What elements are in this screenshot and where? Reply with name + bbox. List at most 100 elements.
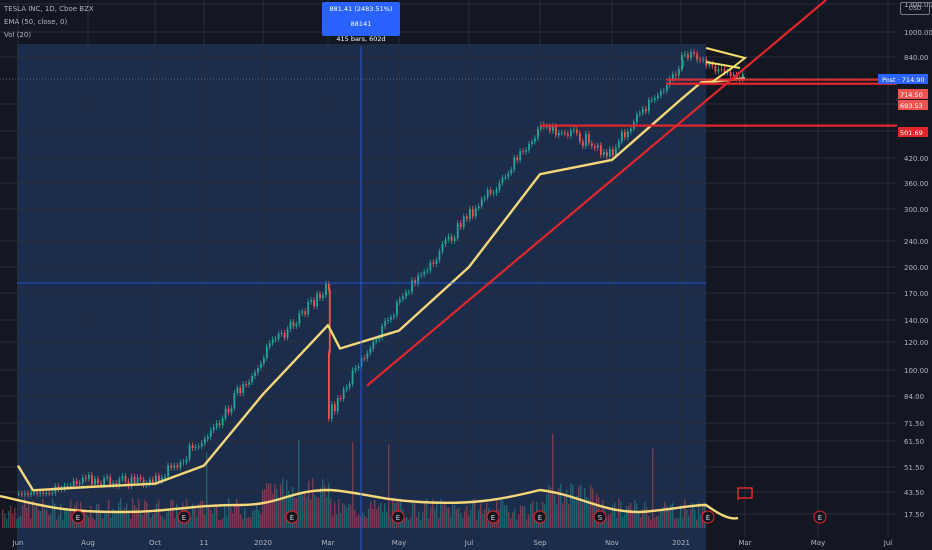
volume-bar (520, 505, 522, 528)
volume-bar (376, 509, 378, 528)
volume-bar (274, 484, 276, 528)
earnings-marker-4 (486, 510, 500, 524)
candle (33, 492, 36, 494)
volume-bar (288, 490, 290, 528)
candle (322, 294, 324, 298)
volume-bar (558, 488, 560, 528)
volume-bar (10, 505, 12, 528)
volume-bar (34, 506, 36, 528)
volume-bar (382, 512, 384, 528)
candle (585, 134, 587, 147)
volume-bar (218, 519, 220, 528)
volume-bar (112, 509, 114, 528)
candle (615, 147, 617, 156)
volume-bar (304, 491, 306, 528)
volume-bar (302, 494, 304, 528)
volume-bar (556, 503, 558, 528)
candle (708, 63, 711, 66)
volume-bar (550, 487, 552, 528)
scale-currency-button[interactable]: USD (900, 2, 930, 15)
candle (307, 301, 310, 315)
flag-icon (737, 487, 753, 500)
volume-bar (532, 500, 534, 528)
candle (328, 283, 330, 290)
candle (663, 90, 665, 92)
volume-bar (644, 501, 646, 528)
volume-bar (632, 511, 634, 528)
grid (0, 0, 897, 538)
candle (525, 150, 528, 152)
candle (245, 384, 248, 386)
candle (115, 482, 118, 486)
volume-bar (280, 484, 282, 528)
y-tick-label-9: 200.00 (904, 264, 929, 272)
volume-bar (506, 505, 508, 528)
volume-bar (126, 503, 128, 528)
candle (627, 131, 629, 138)
volume-bar (596, 492, 598, 528)
volume-bar (546, 494, 548, 528)
candle (687, 54, 689, 59)
candle (672, 74, 674, 79)
candle (399, 299, 401, 303)
volume-bar (606, 517, 608, 528)
volume-bar (40, 510, 42, 528)
volume-bar (138, 498, 140, 528)
candle (519, 151, 522, 161)
candle (480, 199, 483, 207)
volume-bar (352, 442, 354, 528)
candle (387, 319, 389, 322)
x-tick-label-8: Sep (533, 539, 547, 547)
volume-bar (452, 504, 454, 528)
volume-bar (298, 439, 300, 528)
candle (27, 493, 29, 495)
volume-bar (386, 511, 388, 528)
volume-bar (240, 514, 242, 528)
volume-bar (26, 507, 28, 528)
volume-bar (600, 519, 602, 528)
volume-bar (128, 510, 130, 528)
volume-bar (512, 512, 514, 528)
candle (354, 368, 357, 371)
volume-bar (662, 507, 664, 528)
volume-bar (52, 498, 54, 528)
candles (18, 48, 744, 498)
candle (636, 114, 638, 123)
candle (239, 387, 242, 394)
volume-bar (54, 503, 56, 528)
candle (292, 322, 295, 327)
volume-bar (654, 517, 656, 528)
volume-bar (62, 519, 64, 528)
volume-bar (680, 505, 682, 528)
volume-bar (32, 500, 34, 528)
candle (121, 476, 124, 480)
candle (588, 134, 590, 144)
volume-bar (192, 503, 194, 528)
y-tick-label-5: 420.00 (904, 155, 929, 163)
volume-bar (104, 513, 106, 528)
candle (720, 69, 723, 71)
volume-bar (494, 519, 496, 528)
candle (441, 243, 444, 252)
candle (313, 299, 316, 307)
candle (69, 485, 72, 487)
candle (176, 465, 179, 468)
volume-bar (322, 479, 324, 528)
candle (408, 292, 410, 294)
volume-bar (388, 444, 390, 528)
candle (155, 475, 157, 483)
volume-bar (110, 517, 112, 528)
volume-bar (610, 513, 612, 528)
earnings-marker-6 (593, 510, 607, 524)
candle (51, 492, 54, 494)
volume-bar (476, 519, 478, 528)
volume-bar (28, 502, 30, 528)
candle (333, 404, 336, 412)
candle (251, 376, 253, 382)
candle (369, 348, 372, 354)
candle (681, 54, 683, 61)
volume-bar (162, 517, 164, 528)
candle (732, 74, 735, 77)
volume-bar (574, 499, 576, 528)
